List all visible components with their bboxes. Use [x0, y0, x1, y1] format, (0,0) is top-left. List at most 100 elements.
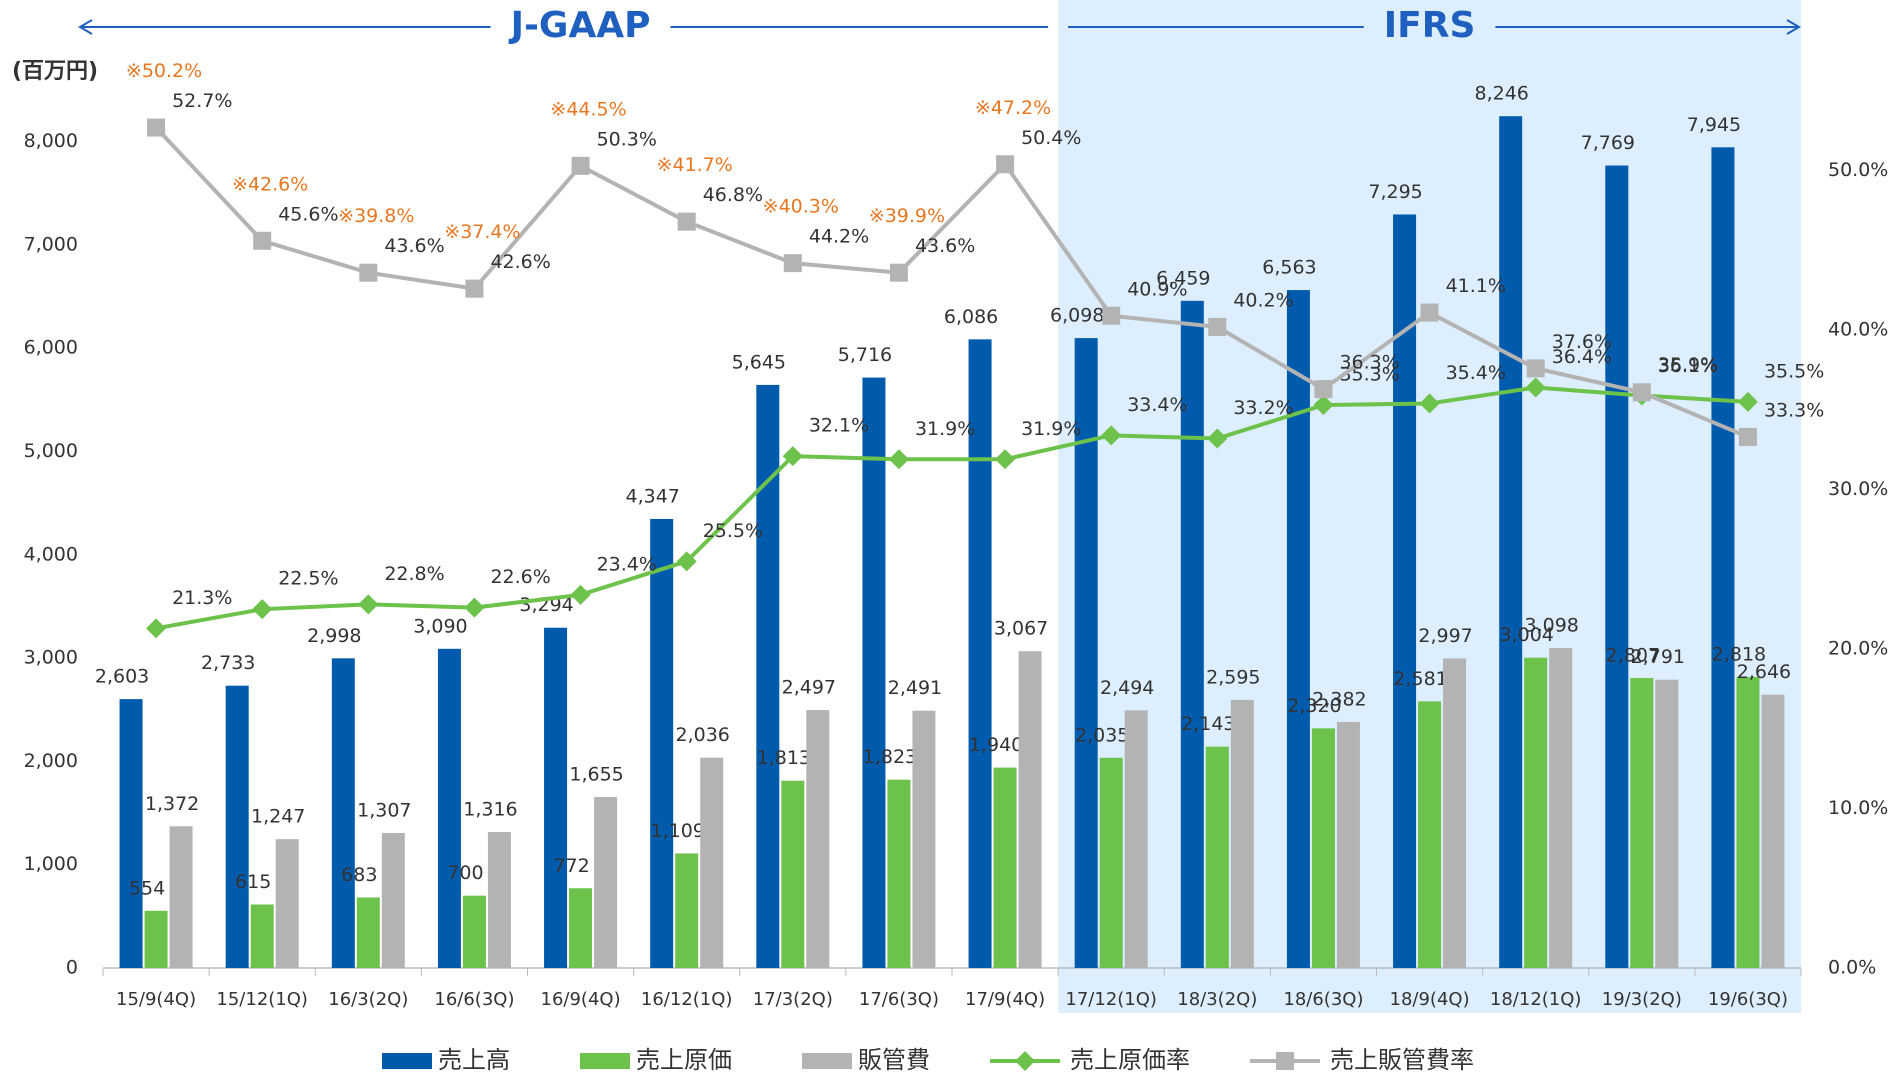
x-tick-label: 17/9(4Q): [965, 989, 1045, 1010]
line-value-label: 25.5%: [703, 520, 763, 542]
line-value-label: 22.5%: [278, 568, 338, 590]
line-value-label: 22.8%: [384, 563, 444, 585]
bar-value-label: 5,716: [838, 344, 892, 366]
annotation: ※40.3%: [763, 196, 839, 218]
bar: [806, 710, 830, 968]
legend-marker: [1276, 1052, 1294, 1070]
bar: [225, 685, 249, 968]
legend-label: 売上販管費率: [1330, 1046, 1474, 1073]
bar: [862, 377, 886, 968]
bar-value-label: 1,823: [863, 746, 917, 768]
bar-value-label: 1,316: [463, 799, 517, 821]
marker: [147, 118, 166, 137]
legend-swatch: [580, 1053, 630, 1069]
bar-value-label: 1,247: [251, 806, 305, 828]
annotation: ※47.2%: [975, 97, 1051, 119]
bar: [1443, 658, 1467, 968]
legend-swatch: [382, 1053, 432, 1069]
bar-value-label: 615: [235, 871, 271, 893]
marker: [995, 449, 1016, 470]
marker: [1314, 380, 1333, 399]
bar-value-label: 2,497: [782, 677, 836, 699]
bar: [119, 699, 143, 968]
y-tick-label: 8,000: [24, 130, 78, 152]
marker: [1632, 383, 1651, 402]
annotation: ※41.7%: [657, 154, 733, 176]
bar-value-label: 3,067: [994, 618, 1048, 640]
marker: [888, 449, 909, 470]
line-value-label: 33.2%: [1233, 397, 1293, 419]
legend-swatch: [802, 1053, 852, 1069]
bar: [381, 832, 405, 968]
bar-value-label: 1,307: [357, 799, 411, 821]
bar-value-label: 2,382: [1312, 688, 1366, 710]
bar: [1124, 710, 1148, 968]
line-value-label: 36.3%: [1339, 352, 1399, 374]
x-tick-label: 16/3(2Q): [328, 989, 408, 1010]
bar-value-label: 2,733: [201, 652, 255, 674]
bar-value-label: 4,347: [625, 485, 679, 507]
marker: [1525, 377, 1546, 398]
bar-value-label: 6,459: [1156, 267, 1210, 289]
bar: [700, 757, 724, 968]
marker: [782, 446, 803, 467]
x-tick-label: 17/3(2Q): [753, 989, 833, 1010]
bar-value-label: 2,595: [1206, 666, 1260, 688]
bar-value-label: 7,769: [1581, 132, 1635, 154]
unit-label: (百万円): [12, 59, 98, 84]
bar: [1711, 147, 1735, 968]
line-value-label: 21.3%: [172, 587, 232, 609]
line-value-label: 40.2%: [1233, 289, 1293, 311]
y-tick-label: 7,000: [24, 233, 78, 255]
line-value-label: 50.3%: [597, 128, 657, 150]
bar: [781, 780, 805, 968]
bar: [1655, 679, 1679, 968]
y-tick-label: 1,000: [24, 853, 78, 875]
bar-value-label: 8,246: [1474, 83, 1528, 105]
bar: [1736, 676, 1760, 968]
arrow-head: [78, 19, 93, 35]
y2-tick-label: 50.0%: [1828, 159, 1888, 181]
marker: [677, 212, 696, 231]
bar: [1549, 647, 1573, 968]
x-tick-label: 18/6(3Q): [1283, 989, 1363, 1010]
bar-value-label: 2,581: [1393, 668, 1447, 690]
bar: [1605, 165, 1629, 968]
y2-tick-label: 20.0%: [1828, 638, 1888, 660]
marker: [1737, 391, 1758, 412]
marker: [465, 279, 484, 298]
bar: [462, 895, 486, 968]
bar: [1311, 728, 1335, 968]
bar: [544, 627, 568, 968]
line-value-label: 42.6%: [490, 251, 550, 273]
line-value-label: 43.6%: [915, 235, 975, 257]
x-tick-label: 16/9(4Q): [541, 989, 621, 1010]
bar-value-label: 7,295: [1368, 181, 1422, 203]
bar: [756, 384, 780, 968]
bar-value-label: 2,998: [307, 625, 361, 647]
y-tick-label: 2,000: [24, 750, 78, 772]
marker: [358, 594, 379, 615]
bar: [250, 904, 274, 968]
marker: [676, 551, 697, 572]
x-tick-label: 18/3(2Q): [1177, 989, 1257, 1010]
bar-value-label: 3,098: [1524, 614, 1578, 636]
bar: [487, 832, 511, 968]
bar: [1180, 300, 1204, 968]
y-tick-label: 5,000: [24, 440, 78, 462]
bar-value-label: 683: [341, 864, 377, 886]
marker: [783, 254, 802, 273]
bar-value-label: 1,372: [145, 793, 199, 815]
bar: [144, 910, 168, 968]
annotation: ※44.5%: [550, 98, 626, 120]
marker: [1208, 317, 1227, 336]
marker: [1207, 428, 1228, 449]
line-value-label: 33.4%: [1127, 394, 1187, 416]
bar-value-label: 1,813: [757, 747, 811, 769]
line-value-label: 52.7%: [172, 90, 232, 112]
y-tick-label: 0: [66, 957, 78, 979]
bar: [1761, 694, 1785, 968]
line-value-label: 41.1%: [1446, 275, 1506, 297]
marker: [1313, 395, 1334, 416]
